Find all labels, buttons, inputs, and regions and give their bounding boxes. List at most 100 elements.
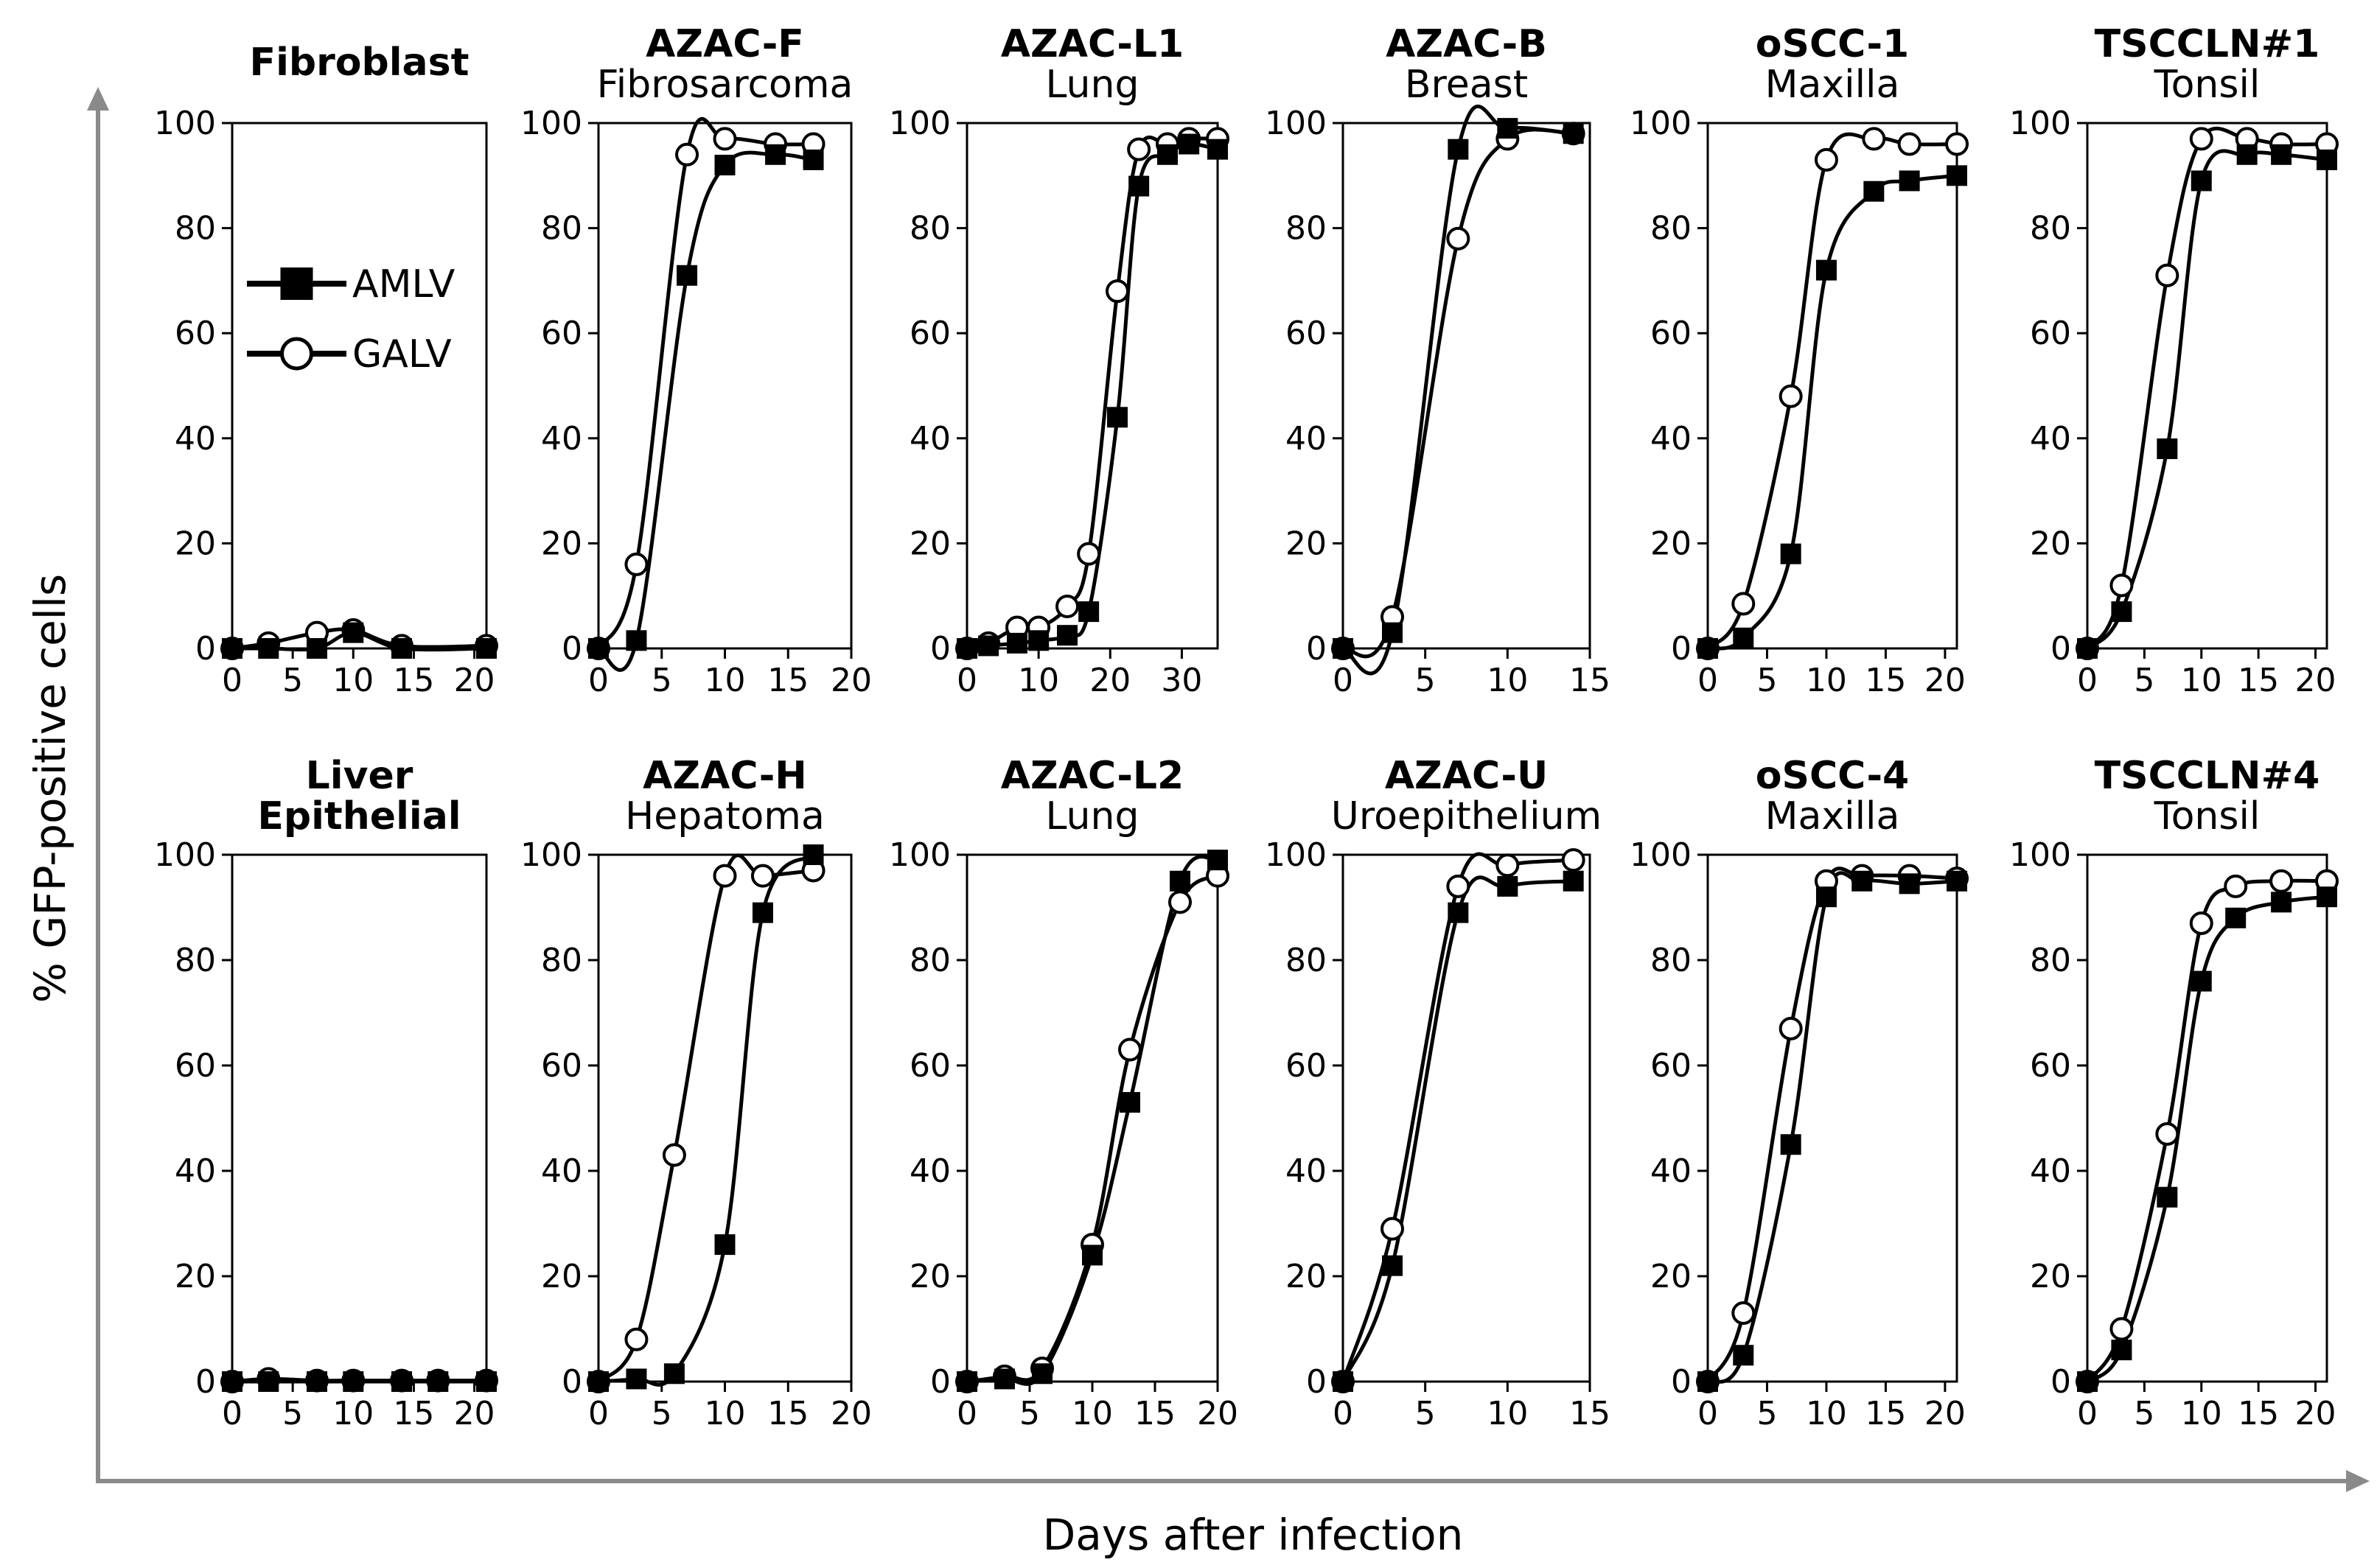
y-tick-label: 40 [175,420,216,458]
legend-circle-icon [280,337,313,371]
amlv-point [1697,638,1718,659]
y-tick-label: 0 [930,1363,951,1401]
plot-frame [1706,853,1958,1383]
galv-point [1897,132,1922,156]
amlv-point [222,1371,242,1392]
amlv-point [1780,1134,1801,1155]
galv-point [1446,874,1470,898]
x-tick-label: 30 [1161,662,1202,699]
x-tick-label: 10 [1487,662,1528,699]
galv-point [1862,127,1886,151]
galv-point [1118,1037,1142,1062]
x-tick-label: 10 [1806,662,1847,699]
amlv-point [1333,638,1353,659]
x-tick-label: 20 [831,662,872,699]
amlv-point [2191,170,2212,192]
amlv-point [2225,907,2247,928]
y-tick-label: 40 [1285,1152,1327,1190]
galv-point [2224,874,2248,898]
series-line-galv [1341,127,1574,659]
amlv-point [803,844,824,865]
galv-point [1731,592,1756,616]
amlv-point [1170,870,1190,892]
amlv-point [1057,625,1078,646]
panel-subtitle: Tonsil [2154,794,2261,839]
x-axis-label: Days after infection [1043,1510,1464,1560]
amlv-point [2271,892,2292,913]
panel-subtitle: Tonsil [2154,63,2261,107]
x-tick-label: 5 [1415,662,1436,699]
amlv-point [663,1363,685,1385]
y-tick-label: 0 [2050,1363,2071,1401]
amlv-point [1697,1371,1718,1392]
y-tick-label: 80 [1650,210,1692,248]
y-tick-label: 60 [1650,1047,1692,1085]
y-tick-label: 20 [1285,1258,1327,1295]
x-tick-label: 10 [2181,662,2222,699]
y-tick-label: 40 [175,1152,216,1190]
y-tick-label: 0 [195,1363,216,1401]
galv-point [2189,911,2213,935]
legend-square-icon [280,267,313,300]
x-tick-label: 20 [454,1395,495,1432]
y-tick-label: 60 [541,315,582,352]
x-tick-label: 10 [2181,1395,2222,1432]
y-tick-label: 40 [910,420,951,458]
legend-label: GALV [352,332,452,377]
y-tick-label: 60 [541,1047,582,1085]
amlv-point [2317,886,2337,908]
galv-point [2155,1121,2179,1146]
x-tick-label: 15 [2238,662,2279,699]
galv-point [750,864,775,888]
y-tick-label: 100 [1630,105,1692,142]
galv-point [1055,594,1079,618]
x-tick-label: 15 [2238,1395,2279,1432]
amlv-point [343,622,364,643]
x-tick-label: 5 [2134,1395,2154,1432]
amlv-point [2077,1371,2098,1392]
legend: AMLV GALV [247,262,455,377]
y-tick-label: 60 [2030,315,2071,352]
x-tick-label: 0 [1333,1395,1353,1432]
panel-title: AZAC-B [1386,22,1547,66]
y-tick-label: 40 [910,1152,951,1190]
x-tick-label: 10 [1072,1395,1113,1432]
plot-frame [231,122,488,650]
x-tick-label: 0 [1697,1395,1718,1432]
x-tick-label: 10 [1806,1395,1847,1432]
amlv-point [476,638,497,659]
y-tick-label: 60 [1650,315,1692,352]
amlv-point [1851,870,1873,892]
galv-point [624,552,649,576]
amlv-point [2317,149,2337,170]
amlv-point [222,638,242,659]
y-tick-label: 0 [1671,1363,1692,1401]
galv-point [1814,147,1838,172]
x-tick-label: 15 [1569,662,1610,699]
amlv-point [1028,630,1050,651]
amlv-point [1733,1345,1754,1366]
y-tick-label: 0 [1306,1363,1327,1401]
plot-frame [1341,853,1591,1383]
galv-point [1381,1217,1404,1241]
amlv-point [1382,622,1403,643]
galv-point [2109,1317,2134,1341]
x-tick-label: 20 [1197,1395,1238,1432]
global-axes [87,87,2370,1492]
x-tick-label: 0 [222,1395,242,1432]
amlv-point [957,638,977,659]
amlv-point [1448,902,1469,923]
y-tick-label: 20 [1650,1258,1692,1295]
x-tick-label: 15 [393,662,434,699]
y-tick-label: 20 [541,1258,582,1295]
panel-subtitle: Breast [1405,63,1528,107]
panel-title: Fibroblast [250,41,470,85]
plot-frame [2086,853,2328,1383]
amlv-point [1207,139,1228,160]
y-tick-label: 20 [175,1258,216,1295]
amlv-point [1815,259,1837,281]
galv-point [713,864,737,888]
